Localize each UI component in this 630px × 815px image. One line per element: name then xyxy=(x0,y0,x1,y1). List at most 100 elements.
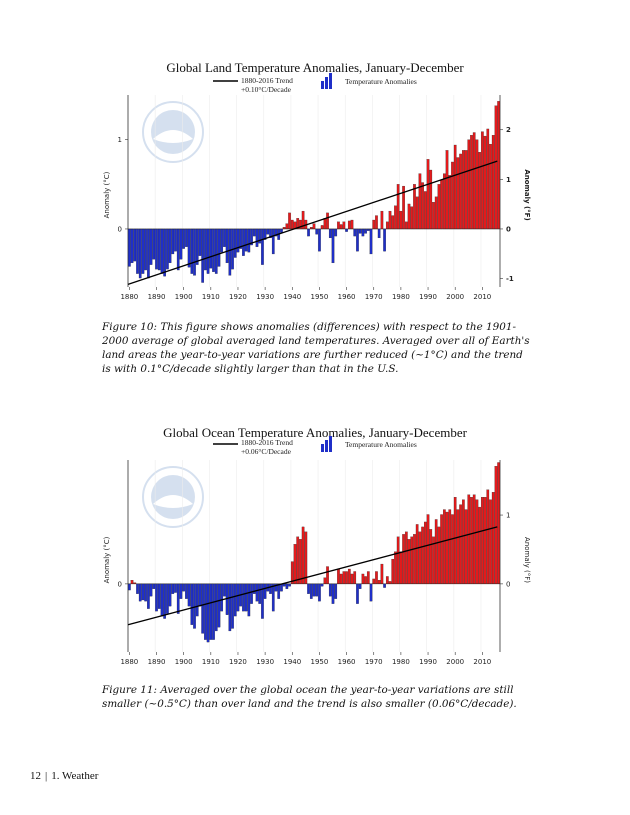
x-tick-label: 1940 xyxy=(283,658,301,666)
bar xyxy=(201,583,205,634)
bar xyxy=(214,583,218,632)
bar xyxy=(334,583,338,599)
bar xyxy=(204,583,207,640)
bar xyxy=(228,228,232,276)
bar xyxy=(315,228,319,235)
bar xyxy=(185,583,188,599)
bar xyxy=(388,581,392,584)
bar xyxy=(337,568,340,584)
bar xyxy=(149,228,153,265)
bar xyxy=(328,583,332,597)
bar xyxy=(318,583,321,602)
trend-line xyxy=(127,526,498,626)
bar xyxy=(453,144,457,230)
bar xyxy=(149,583,153,597)
bar xyxy=(358,583,362,589)
bar xyxy=(467,139,471,230)
legend: 1880-2016 Trend +0.10°C/Decade Temperatu… xyxy=(213,73,417,94)
bar xyxy=(320,225,324,230)
bar xyxy=(233,228,237,258)
bar xyxy=(396,536,400,584)
section-name: 1. Weather xyxy=(51,770,99,782)
bar xyxy=(217,583,221,628)
x-tick-label: 2010 xyxy=(473,293,491,301)
bar xyxy=(356,583,359,604)
noaa-watermark xyxy=(142,466,204,528)
y-tick-label-left: 0 xyxy=(118,225,122,233)
bar xyxy=(187,228,191,268)
figure-10-caption: Figure 10: This figure shows anomalies (… xyxy=(102,321,530,375)
x-tick-label: 1920 xyxy=(229,658,247,666)
bar xyxy=(467,494,471,584)
bar xyxy=(231,583,234,629)
bar xyxy=(350,573,354,584)
bar xyxy=(255,228,259,247)
bar xyxy=(394,205,397,230)
bar xyxy=(290,219,294,230)
legend-bars-icon xyxy=(321,73,332,89)
bar xyxy=(453,497,457,584)
trend-line xyxy=(127,160,498,285)
chart-title: Global Land Temperature Anomalies, Janua… xyxy=(166,60,464,75)
bar xyxy=(252,228,256,237)
bar xyxy=(209,583,213,640)
bar xyxy=(483,497,487,584)
bar xyxy=(247,583,251,617)
bar xyxy=(280,228,283,233)
bar xyxy=(236,228,240,253)
page-footer: 12 | 1. Weather xyxy=(30,770,98,782)
chart-title: Global Ocean Temperature Anomalies, Janu… xyxy=(163,425,468,440)
bar xyxy=(152,228,156,260)
bar xyxy=(185,228,188,247)
x-tick-label: 1990 xyxy=(419,293,437,301)
bar xyxy=(214,228,218,274)
bar xyxy=(426,159,430,230)
bar xyxy=(443,509,446,584)
bar xyxy=(193,583,196,629)
ocean-anomaly-chart: Global Ocean Temperature Anomalies, Janu… xyxy=(95,420,535,670)
bar xyxy=(163,583,166,619)
bar xyxy=(326,212,329,230)
bar xyxy=(451,161,454,230)
x-tick-label: 1980 xyxy=(392,293,410,301)
plot-area: 1880 1890 1900 1910 1920 1930 1940 1950 1960 1970… xyxy=(118,460,510,666)
bar xyxy=(478,506,481,584)
bar xyxy=(364,576,367,584)
bar xyxy=(372,578,376,584)
bar xyxy=(242,228,245,256)
bar xyxy=(315,583,319,597)
bar xyxy=(388,210,392,230)
bar xyxy=(489,143,492,230)
bar xyxy=(421,526,424,584)
bar xyxy=(195,228,199,265)
bar xyxy=(209,228,213,269)
legend-trend-rate: +0.10°C/Decade xyxy=(241,85,292,94)
bar xyxy=(179,583,183,599)
bar xyxy=(459,504,462,584)
bar xyxy=(174,583,177,593)
bar xyxy=(228,583,232,632)
bar xyxy=(356,228,359,252)
x-tick-label: 1970 xyxy=(365,658,383,666)
bar xyxy=(385,221,389,230)
bar xyxy=(171,228,175,255)
bar xyxy=(434,196,438,230)
bar xyxy=(141,583,145,601)
bar xyxy=(486,128,490,230)
bar xyxy=(464,509,468,584)
bar xyxy=(369,583,373,602)
bar xyxy=(418,173,422,230)
bar xyxy=(353,571,357,584)
x-tick-label: 1930 xyxy=(256,293,274,301)
bar xyxy=(309,227,313,230)
bar xyxy=(282,227,286,230)
bar xyxy=(128,583,131,591)
x-tick-label: 1980 xyxy=(392,658,410,666)
bar xyxy=(190,583,194,625)
bar xyxy=(144,228,147,271)
bar xyxy=(152,583,156,589)
bar xyxy=(399,210,403,230)
bar xyxy=(478,152,481,230)
bar xyxy=(415,196,419,230)
bar xyxy=(155,583,158,612)
